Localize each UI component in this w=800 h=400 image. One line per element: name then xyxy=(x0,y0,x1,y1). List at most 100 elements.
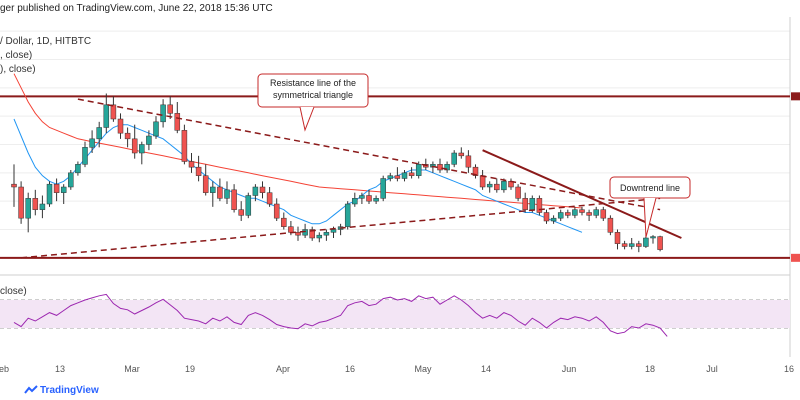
candle xyxy=(415,161,422,179)
candle-body xyxy=(295,232,301,236)
candle xyxy=(501,178,507,193)
candle-body xyxy=(53,183,60,193)
triangle-lower-trendline xyxy=(21,197,661,259)
candle-body xyxy=(202,175,209,193)
candle-body xyxy=(89,138,95,148)
candle-body xyxy=(437,164,443,171)
candle-body xyxy=(359,195,365,199)
candle-body xyxy=(217,186,223,199)
candle-body xyxy=(160,104,166,123)
candle xyxy=(195,155,202,182)
candle-body xyxy=(380,178,386,199)
candle-body xyxy=(252,186,259,196)
candle xyxy=(352,192,358,207)
candle xyxy=(281,212,287,230)
horizontal-levels xyxy=(0,92,800,262)
candle-body xyxy=(344,203,351,227)
candle xyxy=(167,96,173,119)
candle-body xyxy=(557,212,564,219)
candle-body xyxy=(408,172,415,176)
legend-sma-fast: , close) xyxy=(0,50,33,61)
candle xyxy=(380,175,386,202)
candle xyxy=(650,235,656,244)
time-axis: eb 13 Mar 19 Apr 16 May 14 Jun 18 Jul 16 xyxy=(0,364,794,374)
candle-body xyxy=(46,183,53,205)
candle-body xyxy=(167,104,173,114)
candle xyxy=(522,192,528,213)
candle xyxy=(238,201,244,221)
tradingview-brand[interactable]: TradingView xyxy=(40,385,99,396)
candle xyxy=(344,201,351,230)
x-tick-label: 18 xyxy=(645,364,655,374)
candle xyxy=(515,184,521,202)
candle-body xyxy=(153,121,159,137)
candle-body xyxy=(415,164,422,176)
candle xyxy=(181,124,188,165)
candle xyxy=(579,206,585,216)
rsi-band xyxy=(0,300,790,328)
candle xyxy=(252,184,259,202)
candle-body xyxy=(472,166,479,176)
candle xyxy=(607,215,614,236)
candle xyxy=(245,192,252,219)
candle-body xyxy=(60,186,67,193)
candle-body xyxy=(39,203,46,210)
rsi-path xyxy=(13,293,668,337)
candle-body xyxy=(501,181,507,191)
candle xyxy=(39,195,46,219)
candle-body xyxy=(146,135,152,145)
candle xyxy=(210,181,216,207)
candle-body xyxy=(636,243,642,247)
candle xyxy=(188,153,195,173)
candle xyxy=(508,178,514,190)
price-chart[interactable]: eb 13 Mar 19 Apr 16 May 14 Jun 18 Jul 16 Resistance… xyxy=(0,17,800,381)
candle xyxy=(394,167,401,182)
candle xyxy=(316,232,323,243)
candle xyxy=(231,184,237,213)
candle-body xyxy=(465,155,472,168)
candle xyxy=(486,181,493,193)
resistance-callout-line1: Resistance line of the xyxy=(270,78,356,88)
candle xyxy=(60,184,67,204)
candle-body xyxy=(486,183,493,188)
candle-body xyxy=(529,198,536,210)
candle xyxy=(586,209,592,221)
candle-body xyxy=(281,217,287,227)
candle-body xyxy=(25,198,31,219)
x-tick-label: 14 xyxy=(481,364,491,374)
candle xyxy=(323,229,330,241)
moving-averages xyxy=(13,73,583,233)
candle-body xyxy=(238,209,244,216)
chart-header: ger published on TradingView.com, June 2… xyxy=(0,0,800,17)
candle xyxy=(153,116,159,139)
candle xyxy=(89,130,95,153)
candle xyxy=(543,209,550,224)
candle-body xyxy=(224,189,230,199)
candle xyxy=(643,235,649,248)
candle xyxy=(139,141,145,165)
candle-body xyxy=(309,229,315,239)
x-tick-label: Mar xyxy=(124,364,140,374)
candle-body xyxy=(401,172,408,179)
x-tick-label: 16 xyxy=(345,364,355,374)
candle xyxy=(366,189,372,204)
candle-body xyxy=(273,203,280,219)
x-tick-label: 13 xyxy=(55,364,65,374)
candle xyxy=(131,124,138,159)
candle xyxy=(451,150,457,168)
candle xyxy=(359,192,365,204)
candle-body xyxy=(550,217,557,222)
candle xyxy=(572,206,578,219)
candle-body xyxy=(586,212,592,216)
tradingview-logo-icon xyxy=(24,385,38,394)
candle-body xyxy=(96,127,102,140)
resistance-price-marker xyxy=(791,92,800,101)
candle-body xyxy=(174,113,181,131)
x-tick-label: Jul xyxy=(706,364,718,374)
candle xyxy=(110,96,117,122)
last-price-marker xyxy=(791,253,800,262)
candle-body xyxy=(245,195,252,216)
candle-body xyxy=(302,229,308,236)
candle-body xyxy=(316,234,323,239)
x-tick-label: Jun xyxy=(562,364,577,374)
